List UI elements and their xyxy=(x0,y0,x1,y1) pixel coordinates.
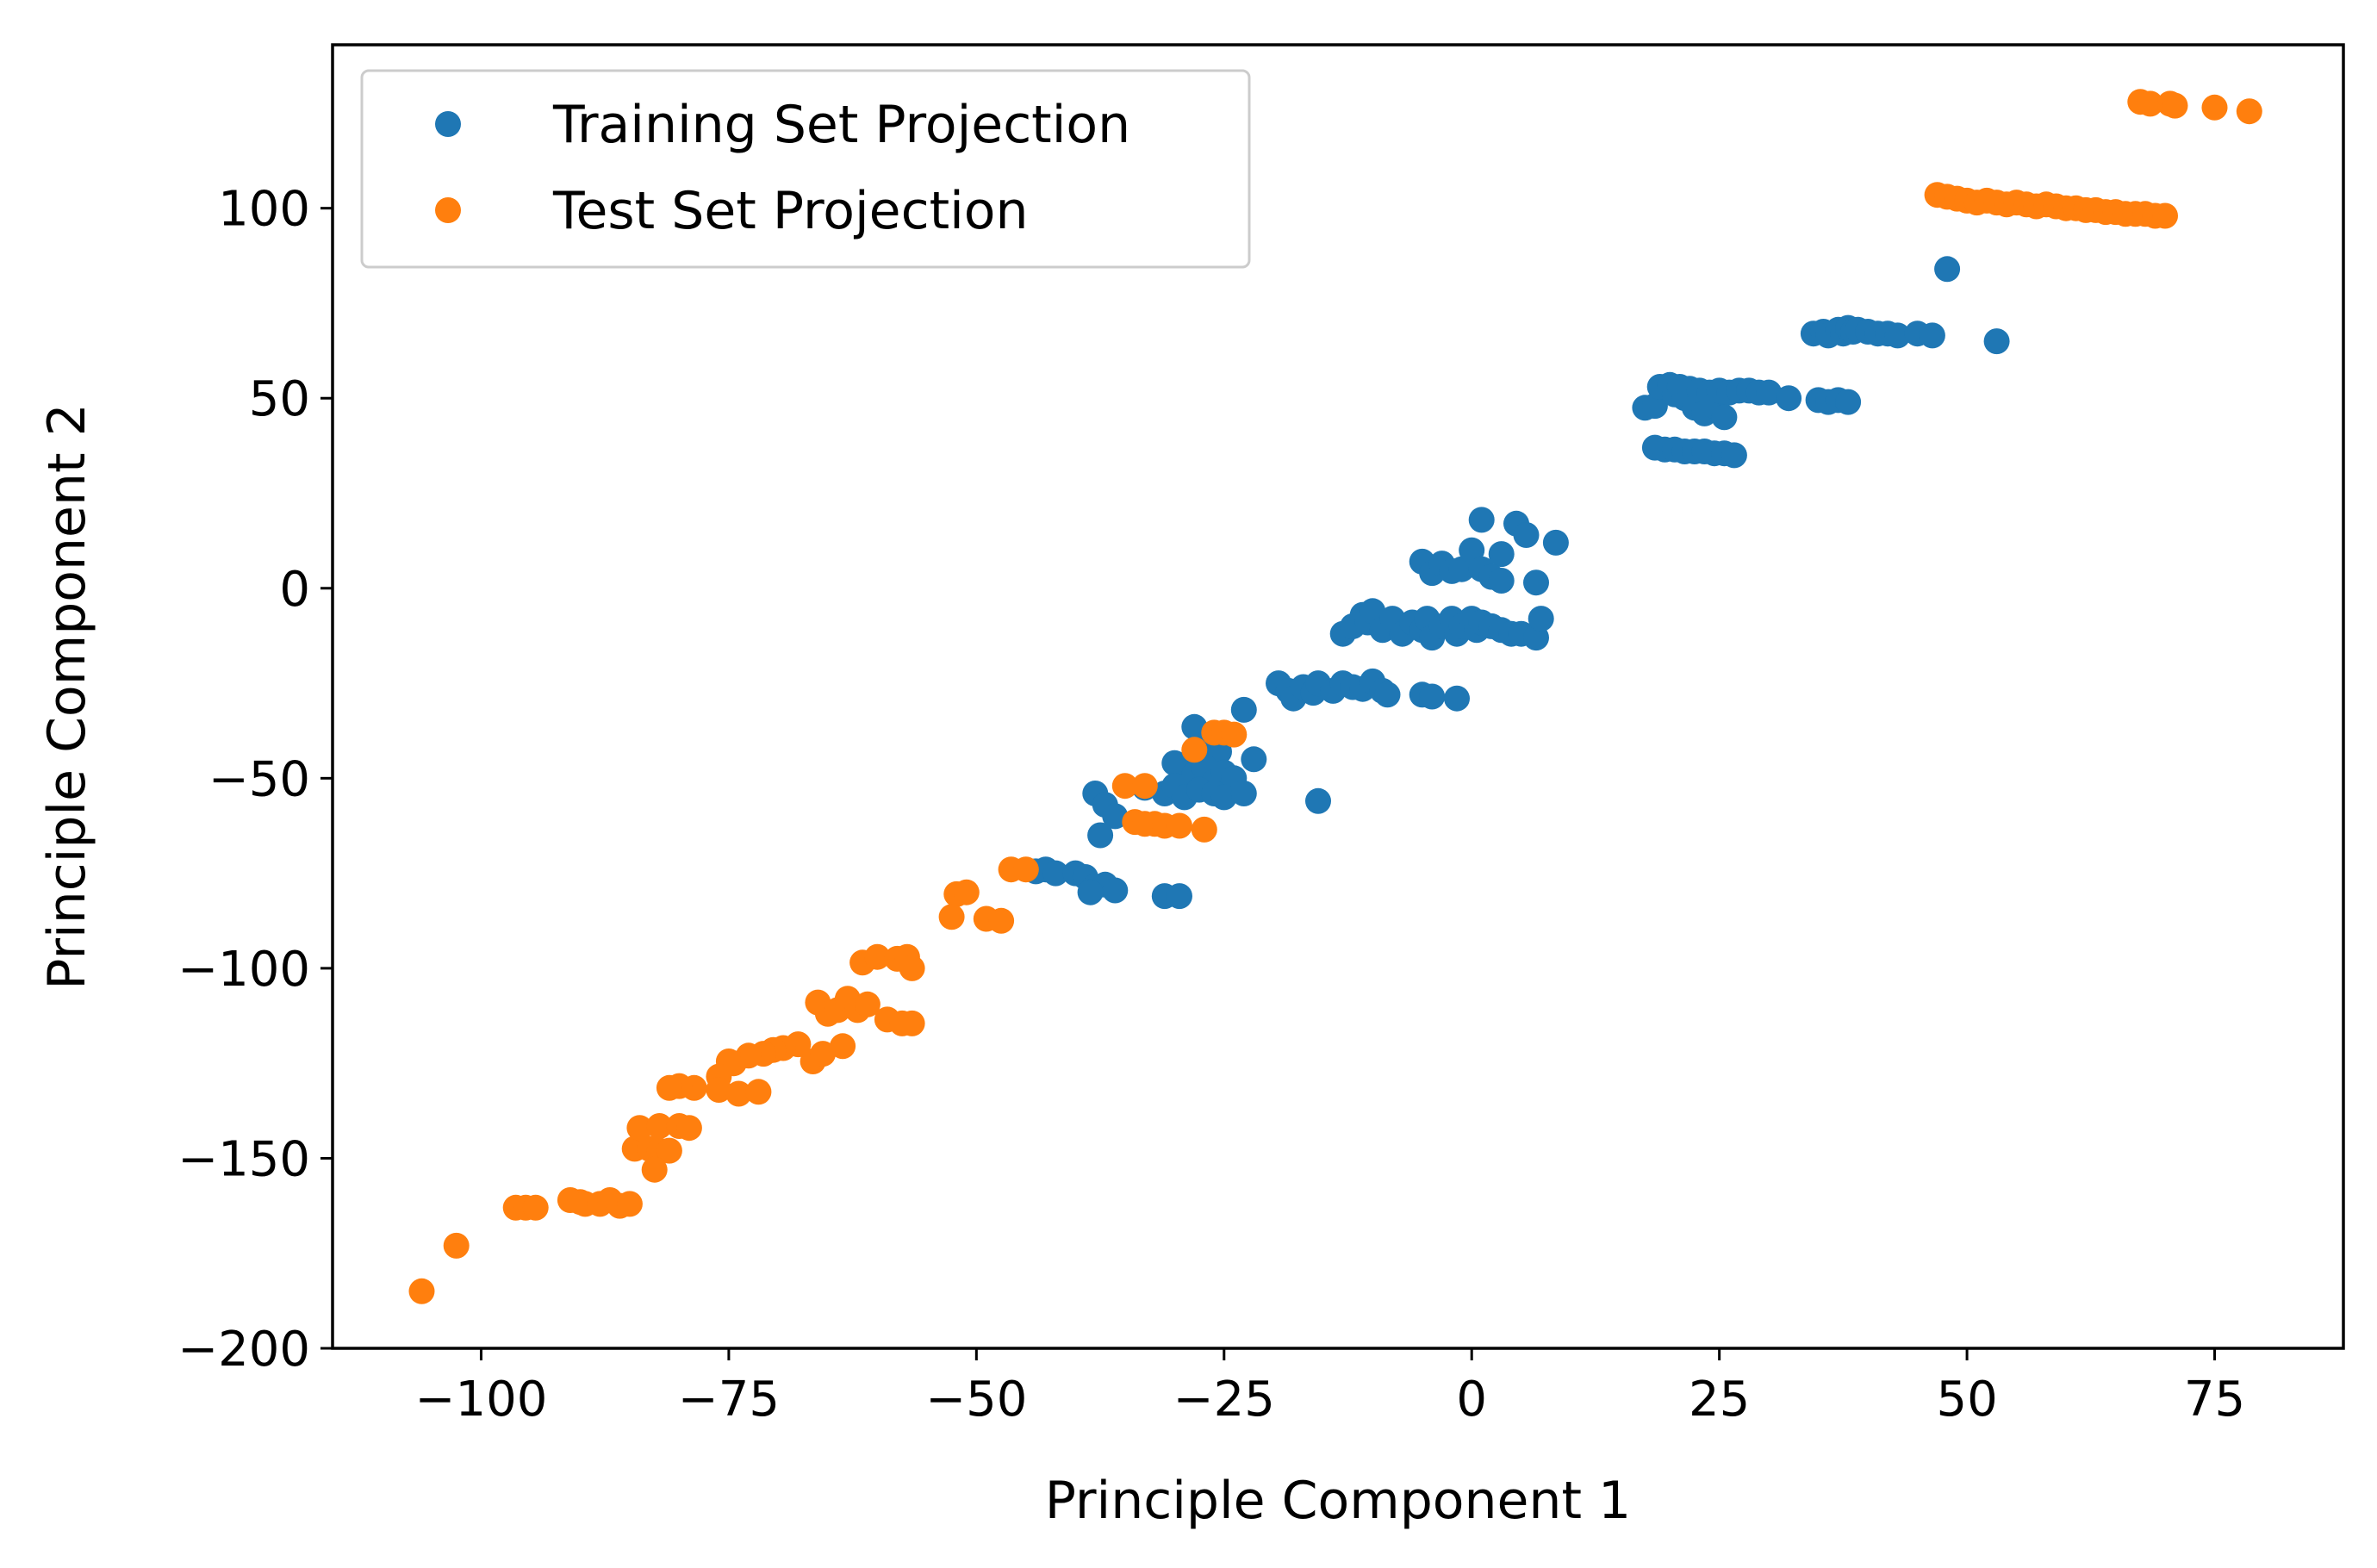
data-point-series-1-85 xyxy=(646,1113,673,1139)
data-point-series-0-35 xyxy=(1756,379,1783,406)
data-point-series-0-15 xyxy=(1919,322,1945,349)
data-point-series-1-87 xyxy=(675,1115,702,1142)
data-point-series-1-79 xyxy=(656,1074,682,1101)
data-point-series-1-84 xyxy=(626,1115,653,1142)
data-point-series-0-104 xyxy=(1419,683,1446,710)
data-point-series-0-36 xyxy=(1776,385,1802,412)
data-point-series-1-91 xyxy=(522,1194,549,1221)
y-tick-label: −50 xyxy=(208,751,310,807)
data-point-series-1-65 xyxy=(810,1041,837,1067)
y-tick-label: −150 xyxy=(177,1131,310,1187)
data-point-series-1-46 xyxy=(938,904,965,930)
x-tick-label: −75 xyxy=(678,1372,780,1428)
data-point-series-0-133 xyxy=(1042,860,1069,887)
x-axis-label: Principle Component 1 xyxy=(1045,1471,1631,1531)
y-tick-label: 100 xyxy=(218,182,310,238)
legend-marker-0 xyxy=(435,111,461,137)
plot-area-frame xyxy=(331,43,2345,1350)
data-point-series-1-37 xyxy=(1191,816,1217,843)
data-point-series-1-98 xyxy=(616,1191,643,1217)
data-point-series-1-1 xyxy=(2137,90,2163,117)
data-point-series-1-3 xyxy=(2162,92,2188,119)
data-point-series-0-89 xyxy=(1528,606,1554,632)
data-point-series-0-52 xyxy=(1513,522,1540,548)
data-point-series-1-59 xyxy=(854,991,880,1017)
data-point-series-1-74 xyxy=(706,1077,732,1103)
data-point-series-1-88 xyxy=(641,1156,668,1183)
y-tick-label: −100 xyxy=(177,942,310,998)
data-point-series-0-53 xyxy=(1542,529,1569,556)
data-point-series-0-110 xyxy=(1241,746,1267,773)
legend-label-1: Test Set Projection xyxy=(552,181,1029,241)
data-point-series-1-38 xyxy=(1181,737,1208,763)
y-axis-label: Principle Component 2 xyxy=(37,403,97,989)
data-point-series-0-49 xyxy=(1721,442,1747,469)
data-point-series-1-4 xyxy=(2201,94,2228,121)
y-axis-ticks: −200 −150 −100 −50 0 50 100 xyxy=(177,182,333,1378)
data-point-series-1-62 xyxy=(899,1010,925,1036)
x-tick-label: 75 xyxy=(2184,1372,2245,1428)
data-point-series-1-100 xyxy=(408,1278,435,1304)
legend-box xyxy=(360,69,1251,269)
data-point-series-0-13 xyxy=(1884,322,1911,349)
x-tick-label: −25 xyxy=(1173,1372,1275,1428)
data-point-series-0-54 xyxy=(1488,541,1515,568)
data-point-series-0-69 xyxy=(1360,598,1386,625)
data-point-series-0-124 xyxy=(1210,784,1237,811)
data-point-series-1-50 xyxy=(864,943,891,970)
data-point-series-1-75 xyxy=(725,1080,752,1107)
data-point-series-1-63 xyxy=(830,1033,856,1060)
data-point-series-1-53 xyxy=(899,955,925,981)
data-point-series-0-40 xyxy=(1835,389,1862,415)
data-point-series-0-130 xyxy=(1087,822,1114,849)
data-point-series-0-105 xyxy=(1444,685,1470,712)
data-point-series-0-1 xyxy=(1983,328,2010,355)
data-point-series-1-29 xyxy=(2152,202,2178,229)
data-point-series-0-60 xyxy=(1459,537,1485,563)
data-point-series-1-43 xyxy=(1012,856,1039,883)
legend-label-0: Training Set Projection xyxy=(552,95,1130,155)
legend: Training Set Projection Test Set Projecti… xyxy=(360,69,1251,269)
x-tick-label: 25 xyxy=(1689,1372,1750,1428)
data-point-series-1-5 xyxy=(2236,98,2262,125)
data-point-series-0-125 xyxy=(1230,781,1257,806)
x-tick-label: −50 xyxy=(925,1372,1027,1428)
data-point-series-1-99 xyxy=(443,1232,470,1259)
data-point-series-1-76 xyxy=(745,1079,772,1105)
data-point-series-0-0 xyxy=(1934,256,1961,283)
data-point-series-0-30 xyxy=(1711,404,1738,431)
data-point-series-1-41 xyxy=(1221,721,1248,748)
data-point-series-1-30 xyxy=(1111,773,1138,800)
data-point-series-0-59 xyxy=(1448,556,1475,582)
x-axis-ticks: −100 −75 −50 −25 0 25 50 75 xyxy=(415,1348,2245,1428)
data-point-series-0-126 xyxy=(1305,787,1331,814)
data-point-series-0-129 xyxy=(1102,803,1129,830)
data-point-series-1-45 xyxy=(953,879,980,905)
x-tick-label: 50 xyxy=(1936,1372,1997,1428)
data-point-series-0-141 xyxy=(1167,883,1192,910)
y-tick-label: −200 xyxy=(177,1322,310,1378)
y-tick-label: 0 xyxy=(279,562,310,618)
data-point-series-0-109 xyxy=(1230,696,1257,723)
data-point-series-0-64 xyxy=(1523,569,1549,596)
data-point-series-1-31 xyxy=(1131,773,1158,800)
data-point-series-0-138 xyxy=(1102,877,1129,904)
data-point-series-1-83 xyxy=(656,1137,682,1164)
data-point-series-0-112 xyxy=(1161,750,1188,776)
data-point-series-0-102 xyxy=(1374,681,1401,708)
data-point-series-0-50 xyxy=(1468,507,1495,533)
legend-marker-1 xyxy=(435,197,461,223)
data-point-series-1-48 xyxy=(988,907,1015,934)
x-tick-label: −100 xyxy=(415,1372,548,1428)
data-point-series-1-36 xyxy=(1167,812,1192,839)
data-point-series-0-63 xyxy=(1488,568,1515,594)
y-tick-label: 50 xyxy=(249,371,310,427)
data-point-series-0-139 xyxy=(1077,879,1104,905)
data-points xyxy=(408,89,2262,1304)
x-tick-label: 0 xyxy=(1456,1372,1487,1428)
